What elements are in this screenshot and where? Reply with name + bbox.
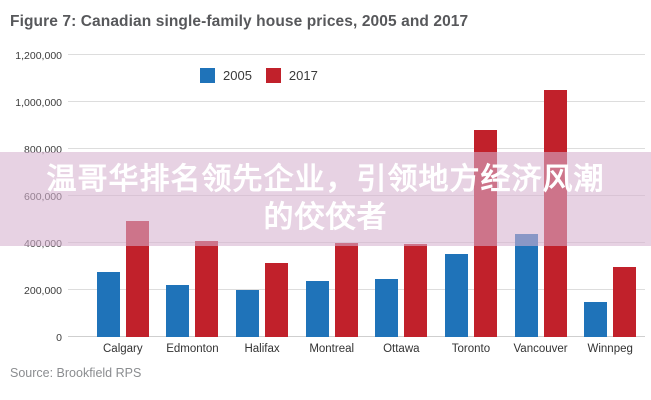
headline-line-1: 温哥华排名领先企业，引领地方经济风潮 xyxy=(46,162,605,197)
bar-2005-edmonton xyxy=(166,285,190,337)
bar-group-halifax: Halifax xyxy=(236,55,289,355)
x-axis-label: Ottawa xyxy=(383,343,420,355)
gridline xyxy=(68,54,645,55)
bar-2005-calgary xyxy=(96,272,120,337)
x-axis-label: Edmonton xyxy=(166,343,219,355)
x-axis-label: Winnpeg xyxy=(587,343,633,355)
y-axis-tick-label: 1,000,000 xyxy=(15,96,62,109)
legend-label: 2017 xyxy=(288,68,318,83)
legend-swatch-icon xyxy=(200,68,215,83)
chart-legend: 2005 2017 xyxy=(200,68,318,83)
bar-2017-calgary xyxy=(125,220,149,337)
y-axis-tick-label: 1,200,000 xyxy=(15,49,62,62)
bar-2017-ottawa xyxy=(404,244,428,337)
y-axis-tick-label: 0 xyxy=(56,331,62,344)
bar-2005-winnpeg xyxy=(584,301,608,337)
legend-label: 2005 xyxy=(223,68,252,83)
bar-2005-ottawa xyxy=(375,279,399,337)
headline-overlay-banner: 温哥华排名领先企业，引领地方经济风潮 的佼佼者 xyxy=(0,152,651,246)
bar-2005-vancouver xyxy=(514,233,538,337)
x-axis-label: Halifax xyxy=(244,343,280,355)
bar-2017-winnpeg xyxy=(613,266,637,337)
source-caption: Source: Brookfield RPS xyxy=(10,366,142,380)
bar-group-ottawa: Ottawa xyxy=(375,55,428,355)
bar-2005-halifax xyxy=(236,290,260,337)
bar-2017-montreal xyxy=(334,243,358,337)
legend-item-2017: 2017 xyxy=(265,68,318,83)
figure-title: Figure 7: Canadian single-family house p… xyxy=(10,13,469,30)
x-axis-label: Calgary xyxy=(102,343,143,355)
bar-2005-toronto xyxy=(444,253,468,337)
legend-item-2005: 2005 xyxy=(200,68,252,83)
x-axis-label: Toronto xyxy=(451,343,491,355)
bar-group-winnpeg: Winnpeg xyxy=(584,55,637,355)
bar-group-edmonton: Edmonton xyxy=(166,55,219,355)
legend-swatch-icon xyxy=(265,68,281,83)
bar-group-calgary: Calgary xyxy=(96,55,149,355)
headline-line-2: 的佼佼者 xyxy=(263,200,388,235)
bar-2005-montreal xyxy=(305,280,329,337)
x-axis-label: Montreal xyxy=(309,343,355,355)
y-axis-tick-label: 200,000 xyxy=(24,284,62,297)
gridline xyxy=(68,148,645,149)
x-axis-label: Vancouver xyxy=(513,343,568,355)
bar-group-montreal: Montreal xyxy=(305,55,358,355)
bar-2017-edmonton xyxy=(195,240,219,337)
gridline xyxy=(68,101,645,102)
bar-2017-halifax xyxy=(265,262,289,337)
